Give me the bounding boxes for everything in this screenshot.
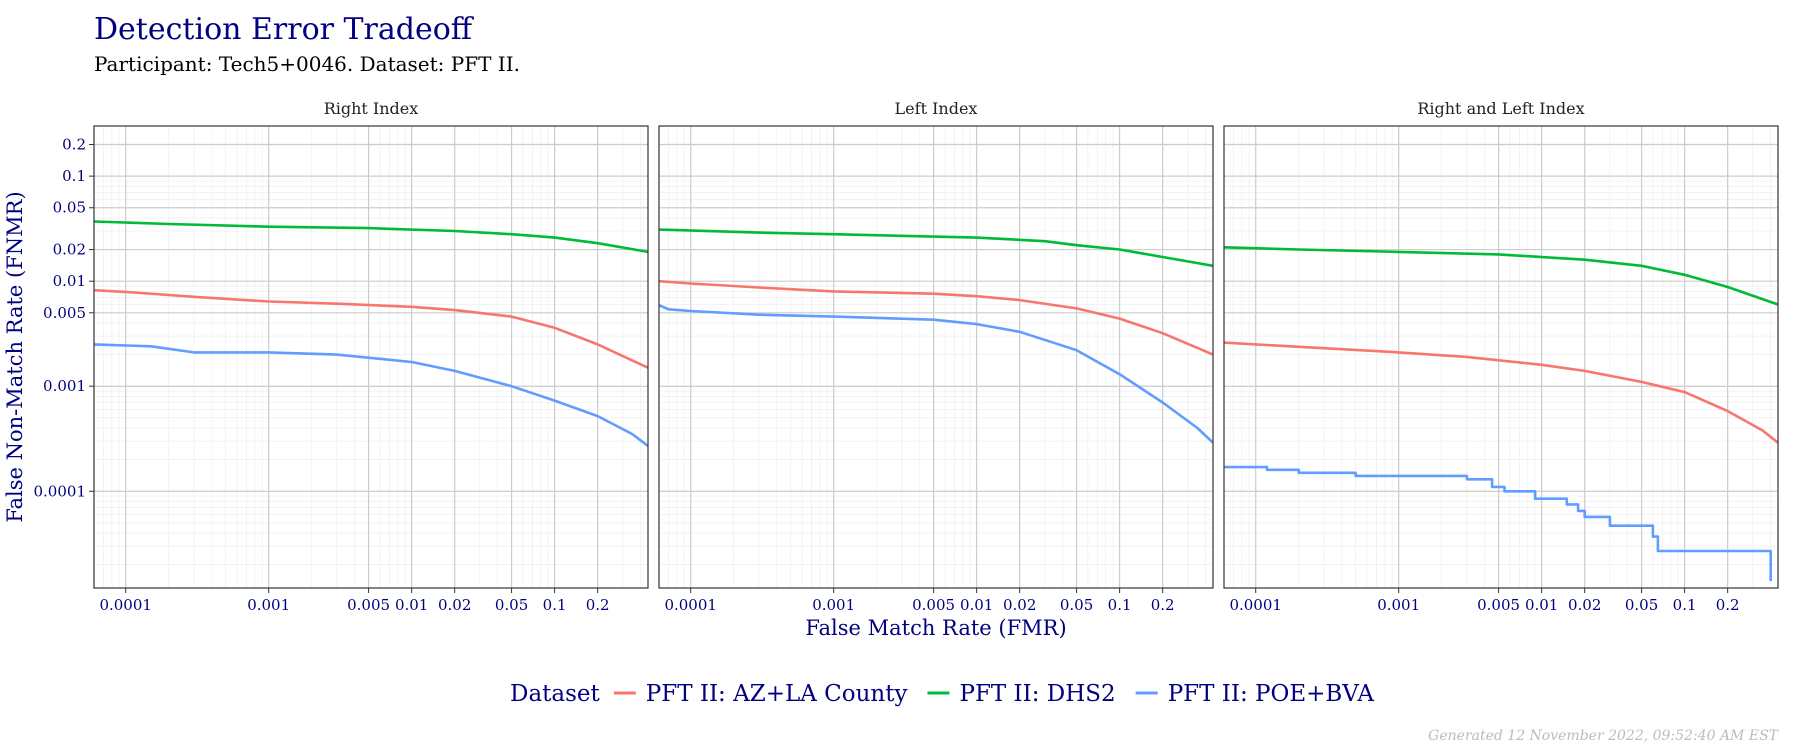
panel-grid xyxy=(1224,126,1778,588)
series-line xyxy=(94,343,648,448)
legend: Dataset PFT II: AZ+LA County PFT II: DHS2 P… xyxy=(510,681,1374,707)
x-tick-label: 0.01 xyxy=(960,596,993,614)
x-tick-label: 0.01 xyxy=(395,596,428,614)
x-tick-label: 0.2 xyxy=(586,596,610,614)
x-tick-label: 0.1 xyxy=(543,596,567,614)
panel-border xyxy=(93,125,649,589)
panel-series xyxy=(659,228,1213,444)
panel-border xyxy=(658,125,1214,589)
y-tick-label: 0.005 xyxy=(43,304,86,322)
panel-title: Right Index xyxy=(324,99,419,118)
legend-label: PFT II: POE+BVA xyxy=(1168,681,1375,707)
x-tick-label: 0.0001 xyxy=(1229,596,1282,614)
y-tick-label: 0.02 xyxy=(53,241,86,259)
y-tick-label: 0.2 xyxy=(62,135,86,153)
x-tick-label: 0.001 xyxy=(1377,596,1420,614)
y-tick-label: 0.01 xyxy=(53,272,86,290)
x-tick-label: 0.1 xyxy=(1108,596,1132,614)
y-axis-title: False Non-Match Rate (FNMR) xyxy=(3,191,27,522)
facet-panel: Right Index 0.0001 0.001 0.005 0.01 0.02 0.05 0… xyxy=(34,99,649,614)
series-line xyxy=(94,288,648,369)
x-tick-label: 0.2 xyxy=(1716,596,1740,614)
x-tick-label: 0.005 xyxy=(912,596,955,614)
x-tick-label: 0.2 xyxy=(1151,596,1175,614)
panel-title: Left Index xyxy=(895,99,978,118)
generated-timestamp: Generated 12 November 2022, 09:52:40 AM … xyxy=(1428,728,1779,744)
panel-series xyxy=(1224,246,1778,581)
series-line xyxy=(94,220,648,254)
facet-panel: Right and Left Index 0.0001 0.001 0.005 0.01… xyxy=(1223,99,1779,614)
y-tick-label: 0.05 xyxy=(53,199,86,217)
x-tick-label: 0.02 xyxy=(438,596,471,614)
panel-title: Right and Left Index xyxy=(1417,99,1584,118)
x-tick-label: 0.0001 xyxy=(99,596,152,614)
x-tick-label: 0.1 xyxy=(1673,596,1697,614)
x-tick-label: 0.005 xyxy=(1477,596,1520,614)
legend-title: Dataset xyxy=(510,681,601,707)
x-tick-label: 0.05 xyxy=(1625,596,1658,614)
panel-series xyxy=(94,220,648,448)
series-line xyxy=(659,228,1213,268)
facet-panel: Left Index 0.0001 0.001 0.005 0.01 0.02 0.05 0.… xyxy=(658,99,1214,614)
x-tick-label: 0.001 xyxy=(247,596,290,614)
x-tick-label: 0.05 xyxy=(495,596,528,614)
x-tick-label: 0.005 xyxy=(347,596,390,614)
x-tick-label: 0.05 xyxy=(1060,596,1093,614)
x-axis-title: False Match Rate (FMR) xyxy=(805,616,1066,640)
x-tick-label: 0.01 xyxy=(1525,596,1558,614)
chart-title: Detection Error Tradeoff xyxy=(94,12,475,47)
series-line xyxy=(1224,341,1778,444)
panel-grid xyxy=(659,126,1213,588)
x-tick-label: 0.02 xyxy=(1568,596,1601,614)
panel-border xyxy=(1223,125,1779,589)
chart-subtitle: Participant: Tech5+0046. Dataset: PFT II… xyxy=(94,52,520,76)
y-tick-label: 0.0001 xyxy=(34,482,87,500)
legend-label: PFT II: AZ+LA County xyxy=(646,681,908,707)
y-tick-label: 0.001 xyxy=(43,377,86,395)
x-tick-label: 0.001 xyxy=(812,596,855,614)
series-line xyxy=(1224,465,1772,581)
series-line xyxy=(659,279,1213,356)
facet-panels: Right Index 0.0001 0.001 0.005 0.01 0.02 0.05 0… xyxy=(34,99,1779,614)
series-line xyxy=(659,304,1213,444)
panel-grid xyxy=(94,126,648,588)
x-tick-label: 0.0001 xyxy=(664,596,717,614)
legend-label: PFT II: DHS2 xyxy=(959,681,1115,707)
series-line xyxy=(1224,246,1778,306)
x-tick-label: 0.02 xyxy=(1003,596,1036,614)
y-tick-label: 0.1 xyxy=(62,167,86,185)
